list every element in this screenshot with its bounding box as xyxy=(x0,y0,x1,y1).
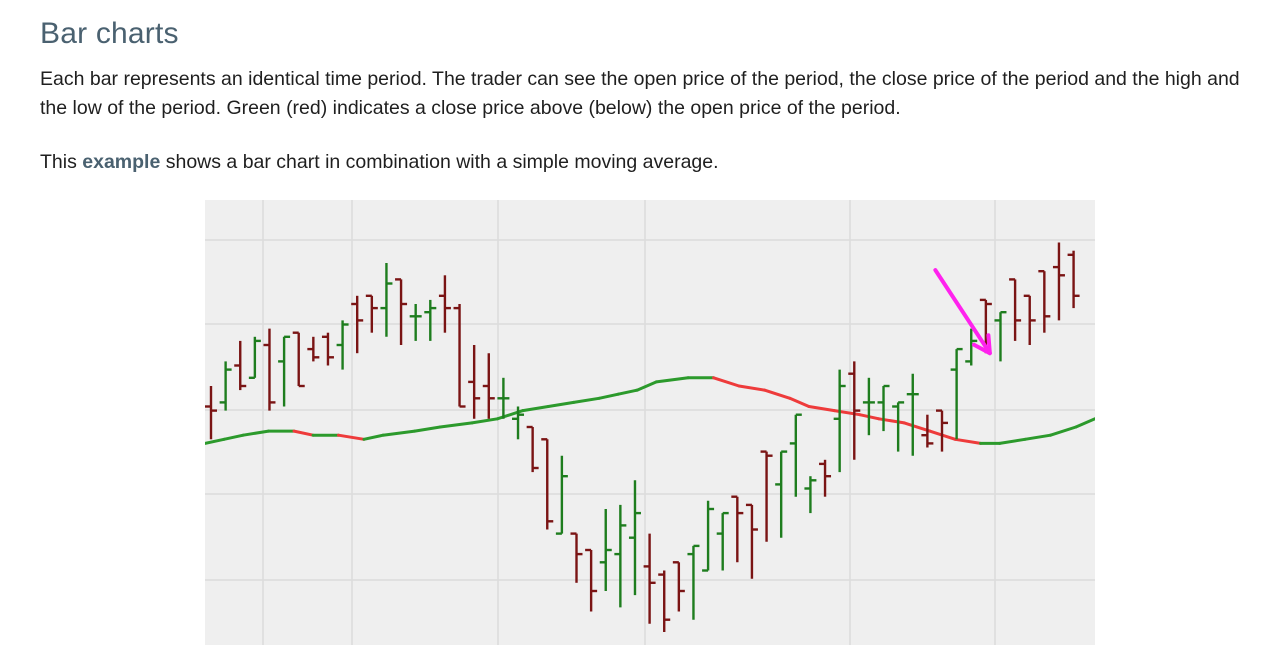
ohlc-bar xyxy=(424,299,437,341)
moving-average-segment xyxy=(762,388,792,400)
moving-average-segment xyxy=(521,405,550,413)
moving-average-segment xyxy=(737,384,766,392)
ohlc-bar xyxy=(248,336,261,380)
ohlc-bar xyxy=(614,504,627,608)
ohlc-bar xyxy=(994,310,1007,362)
bar-chart-figure xyxy=(205,200,1095,645)
ohlc-bar xyxy=(936,409,948,452)
ohlc-bar xyxy=(716,511,729,571)
ohlc-bar xyxy=(921,414,934,448)
ohlc-bar xyxy=(482,353,495,419)
ohlc-bar xyxy=(965,328,978,366)
price-bars-series xyxy=(205,242,1080,632)
ohlc-bar xyxy=(555,455,568,535)
moving-average-segment xyxy=(1049,425,1078,437)
moving-average-segment xyxy=(241,429,271,437)
ohlc-bar xyxy=(702,500,715,572)
moving-average-segment xyxy=(381,429,417,437)
ohlc-bar xyxy=(438,275,451,333)
ohlc-bar xyxy=(336,320,349,370)
ohlc-bar xyxy=(570,532,583,583)
ohlc-bar xyxy=(541,438,554,530)
moving-average-segment xyxy=(1023,433,1052,441)
moving-average-segment xyxy=(546,400,576,408)
ohlc-bar xyxy=(848,361,861,460)
ohlc-bar xyxy=(906,373,919,456)
ohlc-bar xyxy=(775,450,788,538)
ohlc-bar xyxy=(628,480,641,596)
ohlc-bar xyxy=(307,336,320,362)
moving-average-segment xyxy=(222,433,245,441)
moving-average-segment xyxy=(597,392,620,400)
description-paragraph: Each bar represents an identical time pe… xyxy=(40,68,1240,119)
ohlc-bar xyxy=(745,503,758,579)
moving-average-segment xyxy=(362,433,385,441)
ohlc-bar xyxy=(409,304,422,341)
example-text-after: shows a bar chart in combination with a … xyxy=(160,151,719,173)
moving-average-segment xyxy=(413,425,442,433)
ohlc-bar xyxy=(862,377,875,436)
ohlc-bar xyxy=(205,386,217,440)
moving-average-segment xyxy=(902,421,932,433)
ohlc-bar xyxy=(585,548,598,612)
moving-average-segment xyxy=(616,388,639,396)
ohlc-bar xyxy=(263,328,276,411)
ohlc-bar xyxy=(234,340,247,391)
ohlc-bar xyxy=(804,476,817,514)
ohlc-bar xyxy=(1038,269,1051,333)
arrow-shaft xyxy=(933,268,992,356)
moving-average-segment xyxy=(205,437,226,445)
ohlc-chart xyxy=(205,200,1095,645)
moving-average-segment xyxy=(635,380,658,392)
ohlc-bar xyxy=(395,278,408,345)
ohlc-bar xyxy=(497,377,510,419)
moving-average-segment xyxy=(438,421,474,429)
moving-average-segment xyxy=(998,437,1027,445)
moving-average-segment xyxy=(712,376,741,388)
chart-annotation xyxy=(933,268,992,356)
moving-average-segment xyxy=(470,417,499,425)
ohlc-bar xyxy=(468,345,481,419)
ohlc-bar xyxy=(1052,242,1065,321)
ohlc-bar xyxy=(950,347,963,440)
example-link[interactable]: example xyxy=(82,151,161,173)
ohlc-bar xyxy=(512,406,525,440)
ohlc-bar xyxy=(292,331,305,388)
ohlc-bar xyxy=(1067,250,1080,309)
ohlc-bar xyxy=(819,459,832,497)
ohlc-bar xyxy=(687,544,700,620)
ohlc-bar xyxy=(278,335,291,407)
moving-average-segment xyxy=(953,437,983,445)
ohlc-bar xyxy=(731,495,744,563)
arrow-head-icon xyxy=(971,333,992,356)
ohlc-bar xyxy=(672,561,685,612)
ohlc-bar xyxy=(643,533,656,624)
moving-average-segment xyxy=(1074,417,1095,429)
ohlc-bar xyxy=(219,361,232,411)
ohlc-bar xyxy=(321,332,334,366)
moving-average-segment xyxy=(572,396,601,404)
ohlc-bar xyxy=(658,570,671,632)
ohlc-bar xyxy=(1009,278,1022,341)
ohlc-bar xyxy=(892,401,905,452)
moving-average-segment xyxy=(807,405,836,413)
ohlc-bar xyxy=(599,509,612,591)
moving-average-segment xyxy=(788,396,811,408)
moving-average-segment xyxy=(337,433,366,441)
ohlc-bar xyxy=(380,263,393,337)
moving-average-segment xyxy=(292,429,315,437)
section-heading: Bar charts xyxy=(40,17,179,50)
example-text-before: This xyxy=(40,151,83,173)
ohlc-bar xyxy=(789,413,802,497)
ohlc-bar xyxy=(877,384,890,432)
ohlc-bar xyxy=(351,295,364,354)
moving-average-segment xyxy=(654,376,690,384)
ohlc-bar xyxy=(526,425,539,473)
ohlc-bar xyxy=(760,450,773,542)
ohlc-bar xyxy=(365,294,378,333)
example-paragraph: This example shows a bar chart in combin… xyxy=(40,148,719,177)
ohlc-bar xyxy=(833,369,846,473)
ohlc-bar xyxy=(1023,294,1036,345)
ohlc-bar xyxy=(453,304,466,408)
